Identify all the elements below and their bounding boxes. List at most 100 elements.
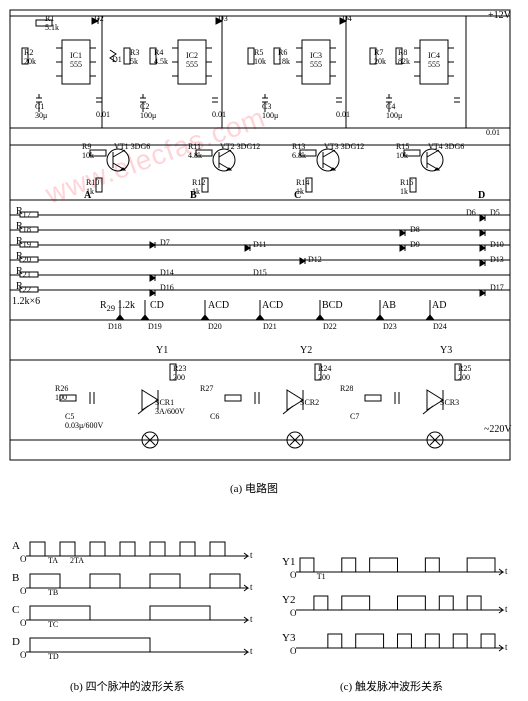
wave-origin-y2: O (290, 608, 297, 618)
rail-note: 1.2k×6 (12, 296, 40, 307)
schematic-svg (0, 0, 528, 520)
r6-label: R618k (278, 48, 290, 66)
d9-label: D9 (410, 240, 420, 249)
bus-a: A (84, 190, 91, 201)
caption-c: (c) 触发脉冲波形关系 (340, 678, 443, 694)
c3-label: C3100μ (262, 102, 278, 120)
d24-label: D24 (433, 322, 447, 331)
circuit-diagram-page: www.elecfas.com (0, 0, 528, 701)
r20-label: R20 (16, 251, 31, 264)
wave-label-b: B (12, 572, 19, 584)
r2-label: R220k (24, 48, 36, 66)
vt3-label: VT3 3DG12 (324, 142, 364, 151)
wave-origin-c: O (20, 618, 27, 628)
wave-label-c: C (12, 604, 19, 616)
wave-period-c: TC (48, 620, 58, 629)
c1-label: C130μ (35, 102, 47, 120)
vt4-label: VT4 3DG6 (428, 142, 464, 151)
wave-t-c: t (250, 614, 253, 624)
vt2-label: VT2 3DG12 (220, 142, 260, 151)
wave-label-y2: Y2 (282, 594, 295, 606)
d5-label: D5 (490, 208, 500, 217)
wave-t-a: t (250, 550, 253, 560)
r5-label: R510k (254, 48, 266, 66)
wave-label-y3: Y3 (282, 632, 295, 644)
ic3-label: IC3555 (304, 52, 328, 70)
logic-label-cd-0: CD (150, 300, 164, 311)
y2-label: Y2 (300, 345, 312, 356)
scr3-rc: R28 (340, 384, 353, 393)
wave-period-a: TA (48, 556, 58, 565)
scr1-rc: R26100 (55, 384, 68, 402)
r1-label: R15.1k (45, 14, 59, 32)
cap001-3: 0.01 (336, 110, 350, 119)
logic-label-acd-2: ACD (262, 300, 283, 311)
wave-period-b: TB (48, 588, 58, 597)
d10-label: D10 (490, 240, 504, 249)
scr1-label: SCR13A/600V (155, 398, 185, 416)
vt4-rb: R1510k (396, 142, 409, 160)
d7-label: D7 (160, 238, 170, 247)
scr1-rg: R23200 (173, 364, 186, 382)
r19-label: R19 (16, 236, 31, 249)
wave-t-y1: t (505, 566, 508, 576)
d8-label: D8 (410, 225, 420, 234)
r7-label: R720k (374, 48, 386, 66)
scr2-c: C6 (210, 412, 219, 421)
d23-label: D23 (383, 322, 397, 331)
wave-label-y1: Y1 (282, 556, 295, 568)
r4-label: R44.5k (154, 48, 168, 66)
c4-label: C4100μ (386, 102, 402, 120)
ic1-label: IC1555 (64, 52, 88, 70)
plus12v-label: +12V (488, 10, 511, 21)
vt1-label: VT1 3DG6 (114, 142, 150, 151)
d15-label: D15 (253, 268, 267, 277)
scr1-c: C50.03μ/600V (65, 412, 103, 430)
bus-c: C (294, 190, 301, 201)
caption-a: (a) 电路图 (230, 480, 278, 496)
d3-label: D3 (218, 14, 228, 23)
d1-label: D1 (112, 55, 122, 64)
c2-label: C2100μ (140, 102, 156, 120)
r8-label: R882k (398, 48, 410, 66)
ic2-label: IC2555 (180, 52, 204, 70)
vt3-rb: R136.8k (292, 142, 306, 160)
scr2-rc: R27 (200, 384, 213, 393)
wave-t-y2: t (505, 604, 508, 614)
r22-label: R22 (16, 281, 31, 294)
vt1-rb: R910k (82, 142, 94, 160)
scr-section (10, 360, 510, 448)
d22-label: D22 (323, 322, 337, 331)
wave-origin-b: O (20, 586, 27, 596)
d4-label: D4 (342, 14, 352, 23)
wave-period-d: TD (48, 652, 59, 661)
ac220v-label: ~220V (484, 424, 512, 435)
d21-label: D21 (263, 322, 277, 331)
d13-label: D13 (490, 255, 504, 264)
d12-label: D12 (308, 255, 322, 264)
vt4-re: R161k (400, 178, 413, 196)
y1-label: Y1 (156, 345, 168, 356)
r3-label: R35k (130, 48, 139, 66)
d6-label: D6 (466, 208, 476, 217)
d17-label: D17 (490, 283, 504, 292)
waveforms-svg (0, 520, 528, 670)
d20-label: D20 (208, 322, 222, 331)
bus-rails (10, 212, 510, 292)
cap001-4: 0.01 (486, 128, 500, 137)
wave-label-a: A (12, 540, 20, 552)
logic-label-acd-1: ACD (208, 300, 229, 311)
d2-label: D2 (94, 14, 104, 23)
d18-label: D18 (108, 322, 122, 331)
r18-label: R18 (16, 221, 31, 234)
cap001-2: 0.01 (212, 110, 226, 119)
logic-label-ab-4: AB (382, 300, 396, 311)
wave-2ta: 2TA (70, 556, 84, 565)
wave-origin-d: O (20, 650, 27, 660)
y3-label: Y3 (440, 345, 452, 356)
cap001-1: 0.01 (96, 110, 110, 119)
vt2-rb: R114.8k (188, 142, 202, 160)
d16-label: D16 (160, 283, 174, 292)
scr3-rg: R25200 (458, 364, 471, 382)
scr2-rg: R24200 (318, 364, 331, 382)
